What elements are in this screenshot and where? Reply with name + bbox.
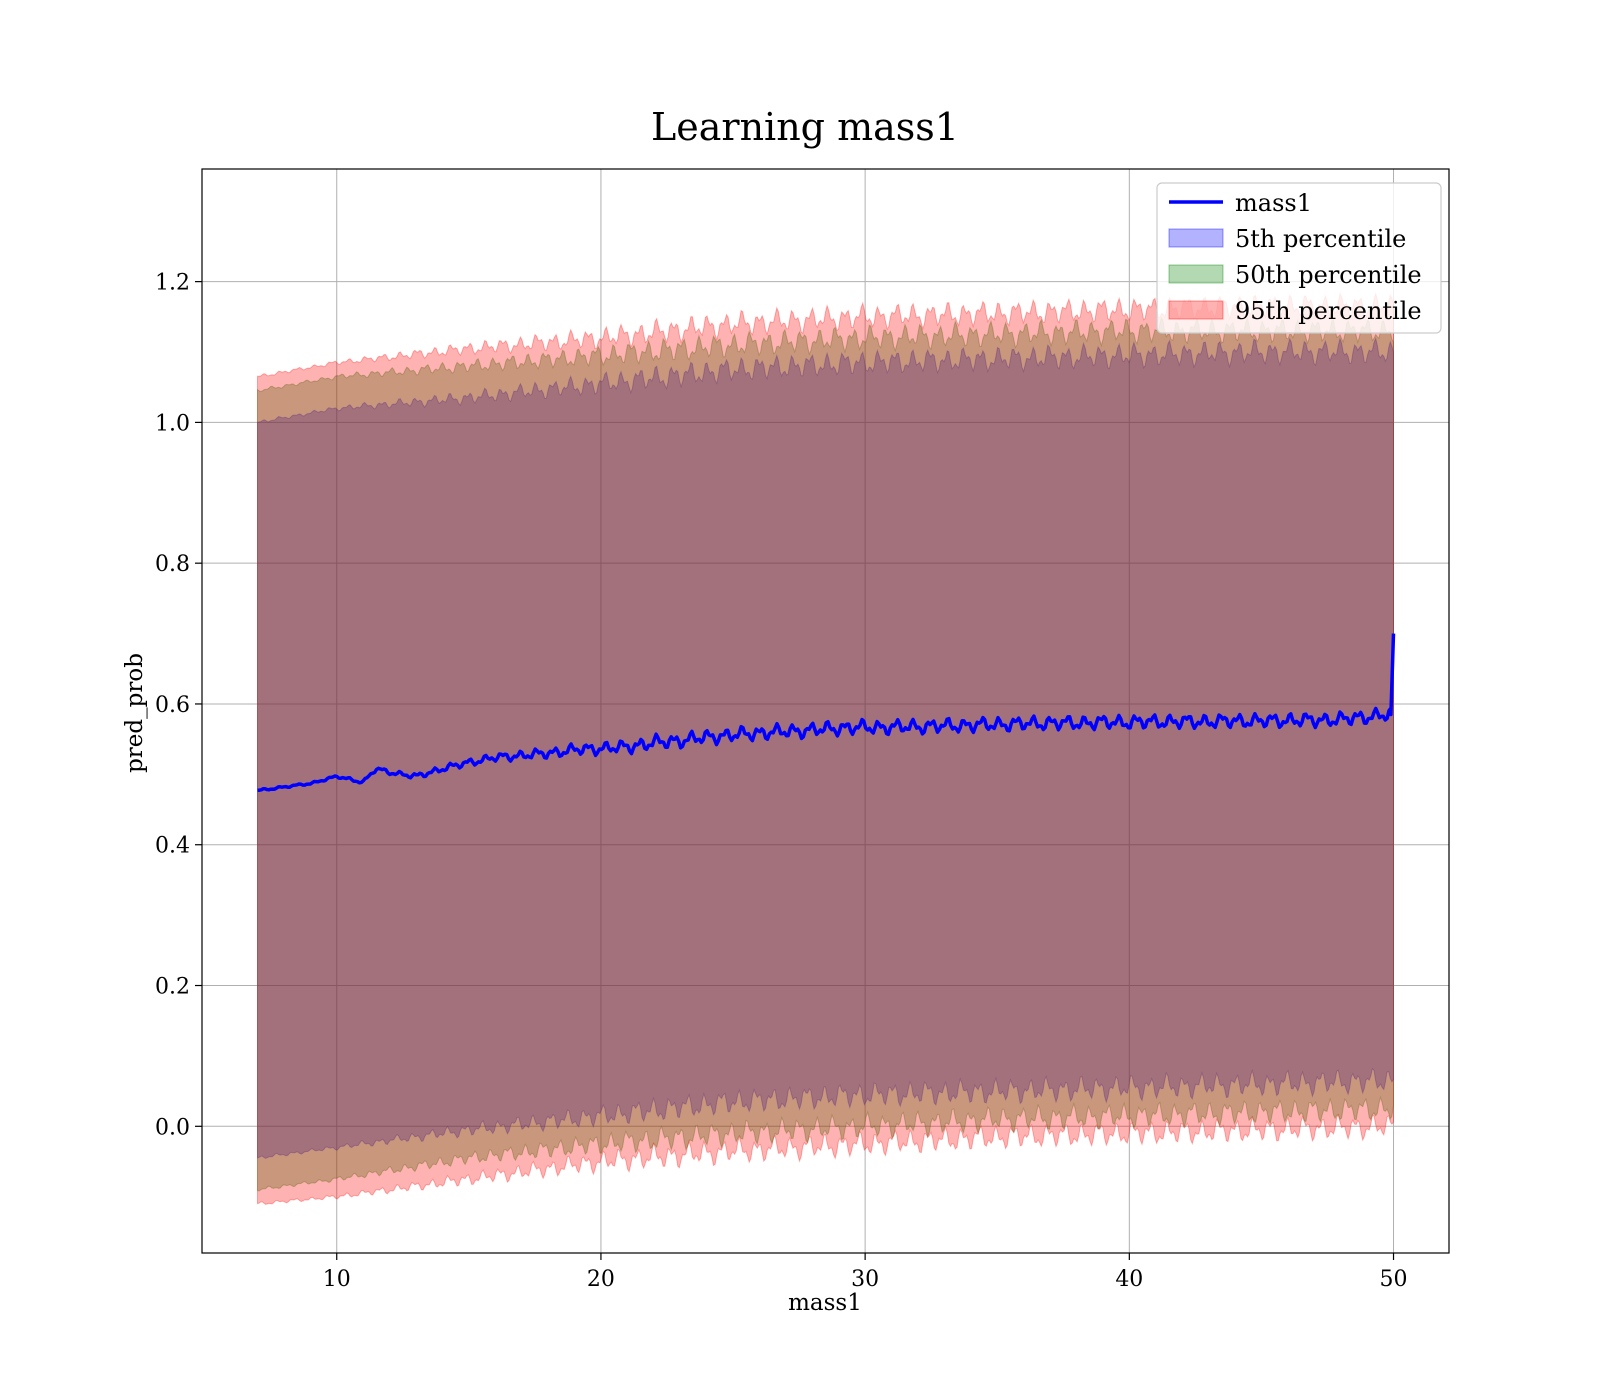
y-tick-label: 0.6 — [155, 693, 190, 718]
plot-area: 10 20 30 40 50 0.0 0.2 0.4 0.6 0.8 1.0 1.2 — [155, 168, 1450, 1292]
band-95th-percentile — [257, 292, 1394, 1205]
legend-swatch-band — [1168, 264, 1224, 284]
x-tick-label: 40 — [1115, 1267, 1143, 1292]
x-tick-label: 20 — [587, 1267, 615, 1292]
y-tick-label: 0.2 — [155, 975, 190, 1000]
band-50th-percentile — [257, 316, 1394, 1192]
x-tick-label: 50 — [1380, 1267, 1408, 1292]
legend-label-band: 50th percentile — [1235, 261, 1422, 289]
axes-frame — [201, 168, 1450, 1254]
legend-label-band: 95th percentile — [1235, 297, 1422, 325]
legend-swatch-band — [1168, 228, 1224, 248]
y-tick-label: 0.0 — [155, 1115, 190, 1140]
y-tick-label: 0.8 — [155, 552, 190, 577]
band-5th-percentile — [257, 336, 1394, 1159]
legend: mass1 5th percentile 50th percentile 95th p… — [1156, 182, 1442, 334]
y-tick-label: 0.4 — [155, 834, 190, 859]
y-axis-label: pred_prob — [122, 653, 148, 773]
chart-title: Learning mass1 — [651, 105, 959, 149]
plot-background — [202, 169, 1449, 1253]
y-tick-label: 1.0 — [155, 411, 190, 436]
legend-label-mass1: mass1 — [1235, 189, 1312, 217]
x-tick-label: 10 — [323, 1267, 351, 1292]
x-axis-label: mass1 — [788, 1290, 862, 1316]
x-tick-label: 30 — [851, 1267, 879, 1292]
legend-swatch-band — [1168, 300, 1224, 320]
legend-box — [1156, 182, 1442, 334]
legend-label-band: 5th percentile — [1235, 225, 1406, 253]
line-series-mass1 — [257, 633, 1396, 793]
y-tick-label: 1.2 — [155, 271, 190, 296]
